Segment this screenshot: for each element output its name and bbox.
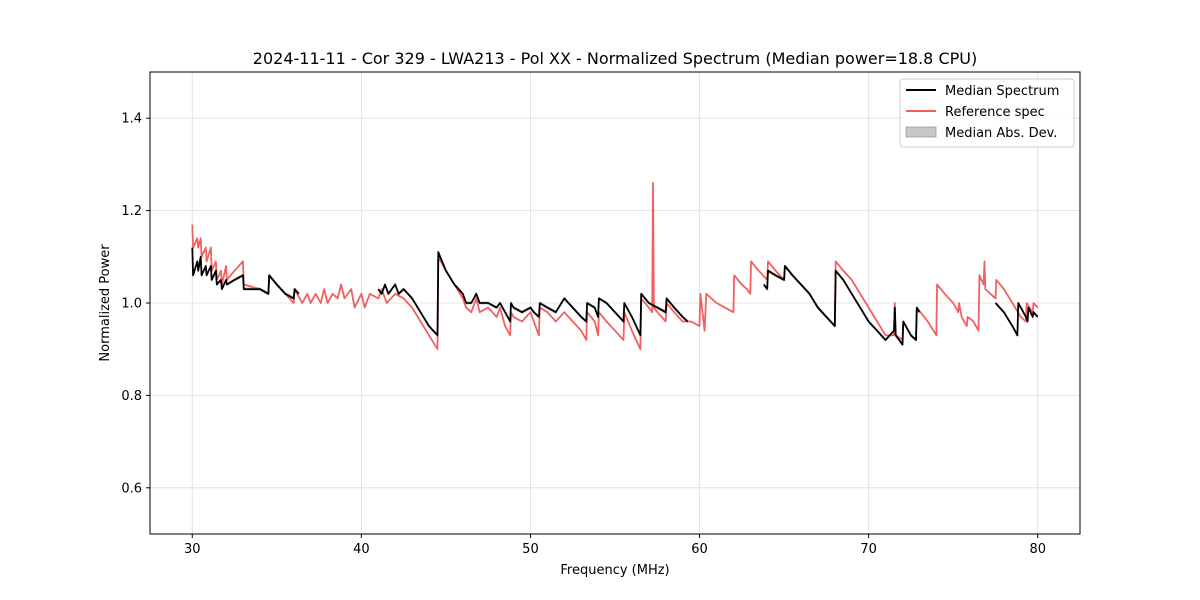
x-tick-label: 80 (1029, 542, 1046, 557)
x-tick-label: 40 (353, 542, 370, 557)
legend-mad-swatch (905, 126, 937, 138)
y-tick-label: 0.6 (121, 481, 142, 496)
legend-median-label: Median Spectrum (945, 84, 1059, 99)
median-spectrum-line (994, 302, 1039, 337)
y-axis-label: Normalized Power (98, 244, 113, 362)
x-tick-label: 50 (522, 542, 539, 557)
mad-band (763, 264, 920, 347)
median-spectrum-line (763, 265, 921, 346)
x-axis-label: Frequency (MHz) (560, 563, 669, 578)
y-tick-label: 1.0 (121, 297, 142, 312)
median-spectrum-line (191, 247, 300, 300)
x-tick-label: 70 (860, 542, 877, 557)
x-tick-label: 30 (184, 542, 201, 557)
legend-box (899, 78, 1075, 148)
y-tick-label: 1.2 (121, 204, 142, 219)
x-tick-label: 60 (691, 542, 708, 557)
chart-title: 2024-11-11 - Cor 329 - LWA213 - Pol XX -… (253, 49, 977, 68)
legend: Median Spectrum Reference spec Median Ab… (899, 78, 1075, 148)
y-tick-label: 1.4 (121, 112, 142, 127)
y-tick-label: 0.8 (121, 389, 142, 404)
legend-reference-label: Reference spec (945, 105, 1045, 120)
legend-mad-label: Median Abs. Dev. (945, 126, 1057, 141)
series-layer (191, 181, 1039, 351)
median-spectrum-line (377, 251, 689, 337)
axis-ticks: 30 40 50 60 70 80 0.6 0.8 1.0 1.2 1.4 (121, 112, 1046, 557)
